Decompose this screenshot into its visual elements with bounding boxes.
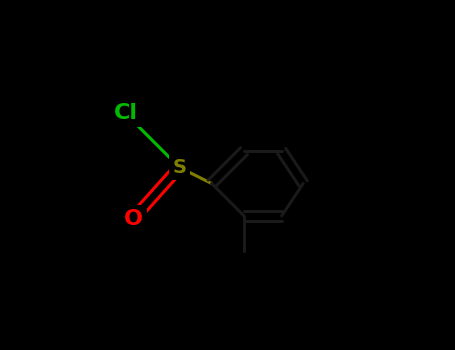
Text: O: O — [124, 209, 143, 229]
Text: O: O — [124, 209, 143, 229]
Text: S: S — [172, 158, 186, 177]
Text: S: S — [172, 158, 186, 177]
Text: Cl: Cl — [113, 103, 137, 124]
Text: Cl: Cl — [113, 103, 137, 124]
